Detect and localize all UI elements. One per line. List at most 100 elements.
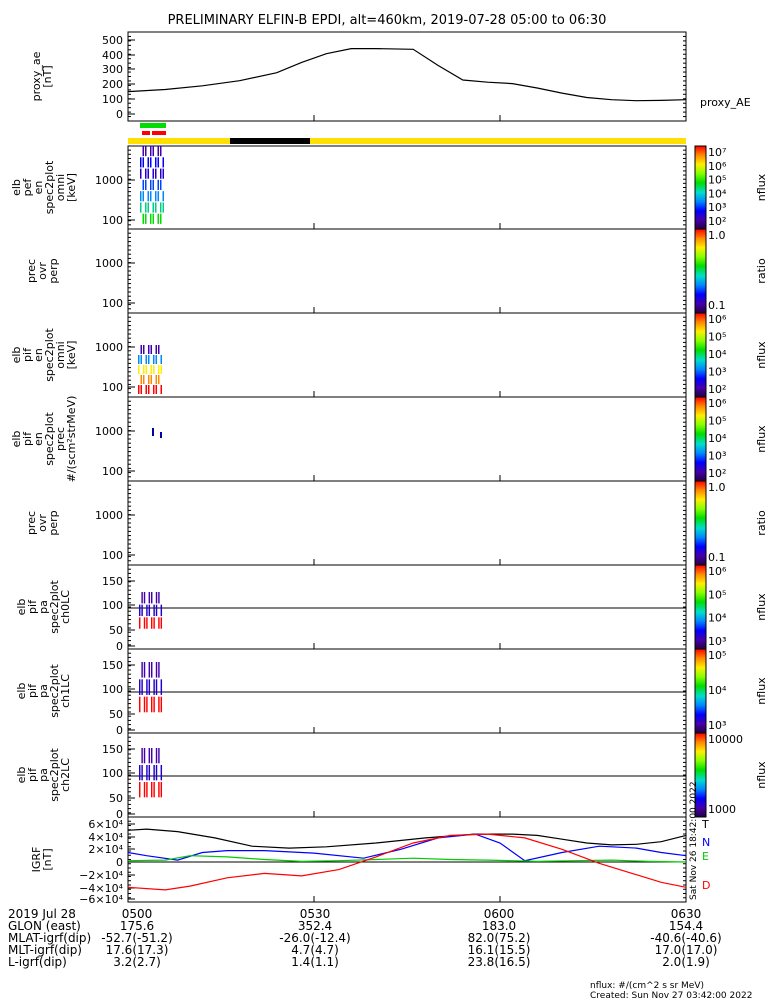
ch0-pa-cell xyxy=(139,604,141,617)
ch2-pa-cell xyxy=(148,765,151,781)
pif-spectrogram-cell xyxy=(143,365,145,374)
y-axis-label: pa xyxy=(37,600,50,614)
pef-spectrogram-cell xyxy=(140,202,142,213)
colorbar-tick-label: 10⁶ xyxy=(708,160,727,173)
footer-value: 2.0(1.9) xyxy=(662,955,710,969)
footer-created-note: Created: Sun Nov 27 03:42:00 2022 xyxy=(590,991,752,1000)
ch1-pa-cell xyxy=(148,662,151,678)
colorbar-tick-label: 10⁶ xyxy=(708,565,727,578)
y-axis-label: elb xyxy=(10,179,23,196)
ch2-pa-cell xyxy=(155,765,158,781)
ch2-pa-cell xyxy=(158,782,160,798)
pef-spectrogram-cell xyxy=(162,157,164,168)
science-zone-red xyxy=(152,131,166,135)
pef-spectrogram-cell xyxy=(152,168,154,179)
pif-spectrogram-cell xyxy=(138,355,140,364)
y-axis-label: spec2plot xyxy=(43,328,56,382)
pif-spectrogram-cell xyxy=(158,345,160,354)
pef-spectrogram-cell xyxy=(155,202,157,213)
pef-spectrogram-cell xyxy=(157,146,159,157)
panel-frame xyxy=(127,732,687,818)
footer-value: 16.1(15.5) xyxy=(468,943,531,957)
ch1-pa-cell xyxy=(160,679,163,695)
pef-spectrogram-cell xyxy=(160,146,162,157)
colorbar xyxy=(694,396,707,482)
colorbar xyxy=(694,648,707,734)
colorbar-tick-label: 0.1 xyxy=(708,299,726,312)
y-axis-label: ovr xyxy=(36,514,49,532)
pef-spectrogram-cell xyxy=(157,213,159,224)
panel-frame xyxy=(127,31,687,122)
y-axis-label: pif xyxy=(26,767,39,782)
y-tick-label: 100 xyxy=(102,599,123,612)
y-tick-label: 4×10⁴ xyxy=(88,831,123,844)
y-tick-label: 1000 xyxy=(95,341,123,354)
footer-value: 175.6 xyxy=(120,919,154,933)
y-tick-label: 300 xyxy=(102,63,123,76)
y-axis-label: pef xyxy=(21,178,34,197)
footer-value: 0500 xyxy=(122,907,153,921)
y-tick-label: −6×10⁴ xyxy=(79,893,123,906)
footer-value: -26.0(-12.4) xyxy=(279,931,350,945)
pef-spectrogram-cell xyxy=(162,202,164,213)
ch0-pa-cell xyxy=(151,592,153,604)
colorbar-label: ratio xyxy=(755,258,768,284)
pif-spectrogram-cell xyxy=(138,365,140,374)
y-tick-label: 2×10⁴ xyxy=(88,843,123,856)
pef-spectrogram-cell xyxy=(160,179,162,191)
pif-spectrogram-cell xyxy=(155,345,157,354)
y-axis-label: en xyxy=(32,181,45,195)
colorbar xyxy=(694,480,707,566)
footer-value: 1.4(1.1) xyxy=(291,955,339,969)
colorbar-label: ratio xyxy=(755,510,768,536)
pef-spectrogram-cell xyxy=(145,213,147,224)
pif-spectrogram-cell xyxy=(160,365,162,374)
legend-D: D xyxy=(702,879,710,892)
pef-spectrogram-cell xyxy=(140,157,142,168)
ch2-pa-cell xyxy=(141,748,143,764)
ch0-pa-cell xyxy=(153,604,155,617)
pef-spectrogram-cell xyxy=(140,191,142,202)
pef-spectrogram-cell xyxy=(152,146,154,157)
pef-spectrogram-cell xyxy=(142,179,144,191)
colorbar-tick-label: 10³ xyxy=(708,201,726,214)
footer-value: 4.7(4.7) xyxy=(291,943,339,957)
footer-row-label: MLAT-igrf(dip) xyxy=(8,931,91,945)
pif-spectrogram-cell xyxy=(143,345,145,354)
y-tick-label: 500 xyxy=(102,34,123,47)
colorbar-tick-label: 10⁶ xyxy=(708,397,727,410)
y-tick-label: 150 xyxy=(102,575,123,588)
pef-spectrogram-cell xyxy=(147,157,149,168)
pef-spectrogram-cell xyxy=(152,179,154,191)
pif-spectrogram-cell xyxy=(160,385,162,394)
footer-value: 23.8(16.5) xyxy=(468,955,531,969)
y-axis-label: elb xyxy=(15,767,28,784)
pef-spectrogram-cell xyxy=(152,202,154,213)
y-tick-label: 400 xyxy=(102,49,123,62)
panel-frame xyxy=(127,648,687,734)
pef-spectrogram-cell xyxy=(150,191,152,202)
legend-T: T xyxy=(701,818,709,831)
panel-frame xyxy=(127,228,687,314)
ch0-pa-cell xyxy=(153,617,155,629)
y-axis-label: prec xyxy=(54,427,67,451)
ch0-pa-cell xyxy=(158,617,160,629)
pif-spectrogram-cell xyxy=(140,385,142,394)
y-axis-label: perp xyxy=(47,510,60,535)
pef-spectrogram-cell xyxy=(145,146,147,157)
pif-spectrogram-cell xyxy=(160,355,162,364)
ch0-pa-cell xyxy=(160,604,163,617)
ch2-pa-cell xyxy=(141,765,143,781)
pif-spectrogram-cell xyxy=(148,375,150,384)
ch0-pa-cell xyxy=(148,592,151,604)
pif-spectrogram-cell xyxy=(145,355,147,364)
ch0-pa-cell xyxy=(141,604,143,617)
pef-spectrogram-cell xyxy=(142,146,144,157)
colorbar-tick-label: 0.1 xyxy=(708,551,726,564)
legend-E: E xyxy=(702,850,709,863)
footer-value: 0600 xyxy=(484,907,515,921)
ch1-pa-cell xyxy=(139,679,141,695)
